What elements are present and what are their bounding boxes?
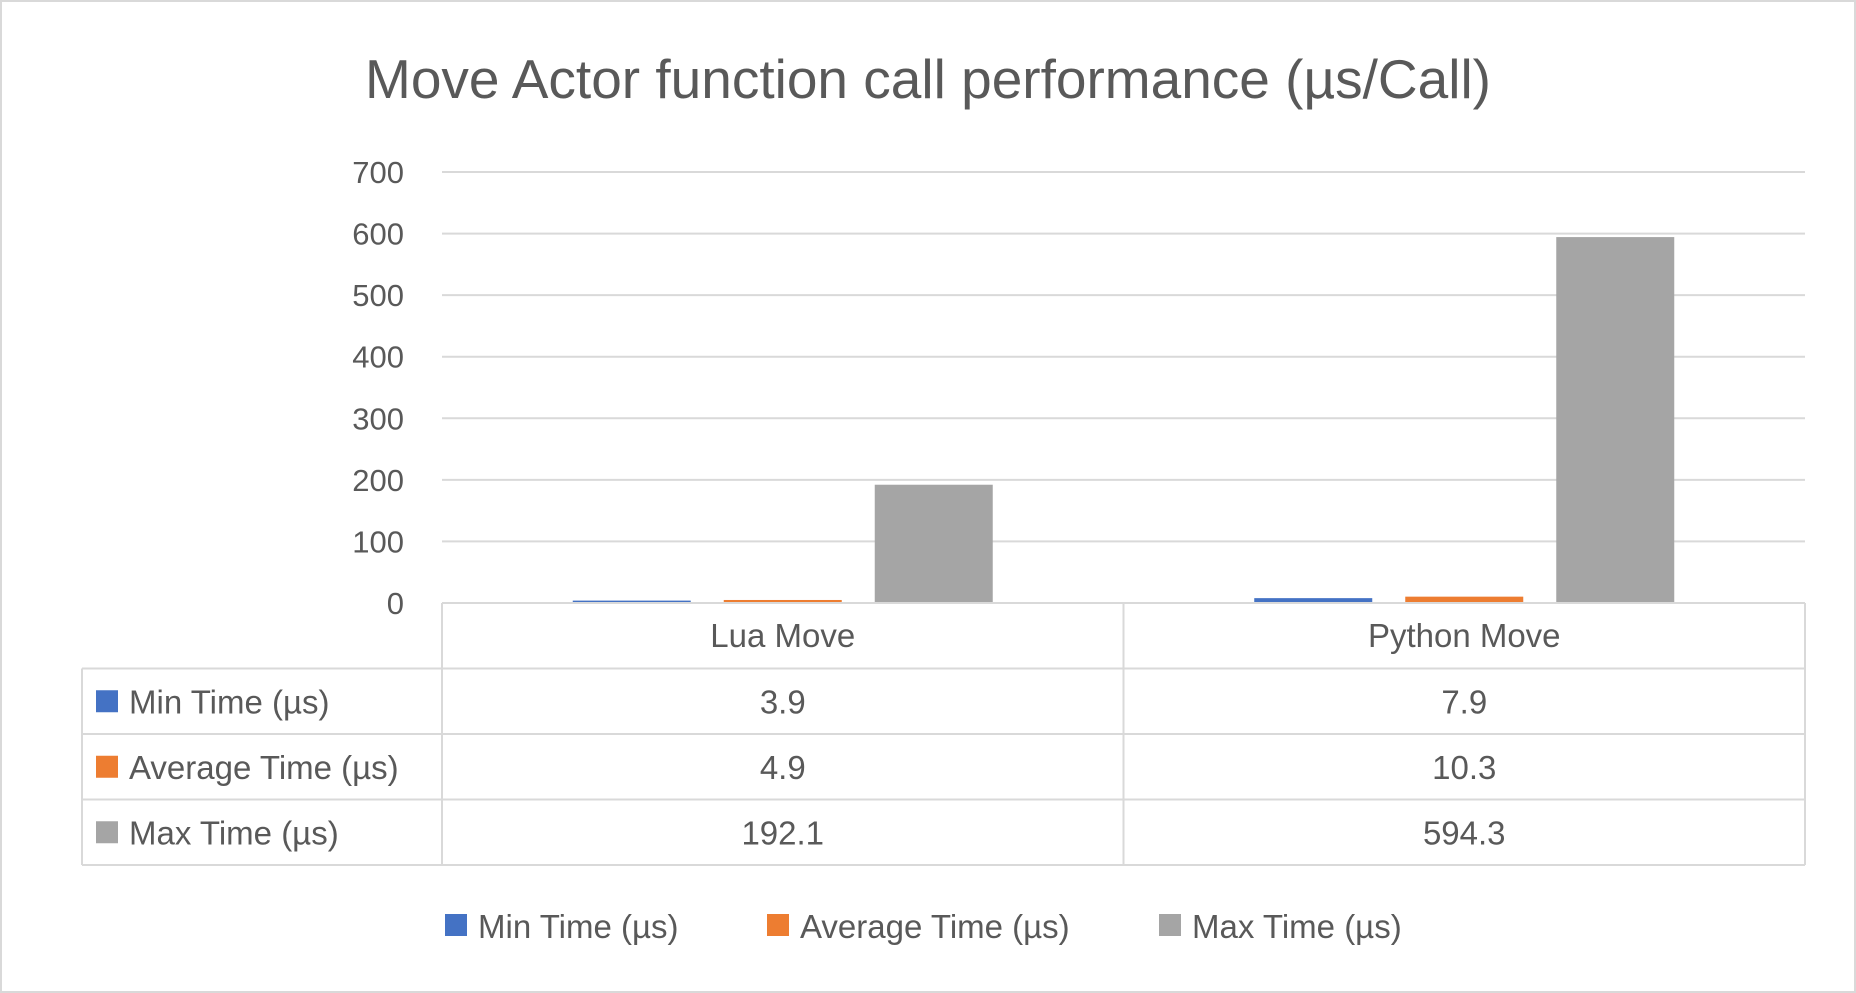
- legend-entry: Max Time (µs): [1192, 908, 1402, 945]
- table-row-label: Max Time (µs): [129, 814, 339, 851]
- y-tick-label: 400: [352, 340, 404, 375]
- gridlines: [442, 171, 1805, 543]
- bar: [1405, 596, 1524, 603]
- x-category-label: Lua Move: [710, 617, 855, 654]
- table-legend-swatch: [96, 755, 118, 778]
- data-label: 594.3: [1423, 814, 1506, 851]
- legend: Min Time (µs) Average Time (µs) Max Time (…: [445, 908, 1402, 945]
- data-label: 3.9: [760, 683, 806, 720]
- legend-entry: Average Time (µs): [800, 908, 1070, 945]
- y-tick-label: 100: [352, 524, 404, 559]
- bars: [572, 237, 1675, 603]
- y-tick-label: 0: [387, 586, 404, 621]
- x-category-label: Python Move: [1368, 617, 1561, 654]
- y-axis-tick-labels: 0 100 200 300 400 500 600 700: [352, 155, 404, 621]
- table-row-label: Min Time (µs): [129, 683, 330, 720]
- data-label: 7.9: [1441, 683, 1487, 720]
- legend-swatch: [767, 914, 789, 936]
- legend-swatch: [445, 914, 467, 936]
- table-legend-swatch: [96, 690, 118, 713]
- y-tick-label: 500: [352, 278, 404, 313]
- bar: [723, 599, 842, 603]
- data-label: 10.3: [1432, 749, 1496, 786]
- table-legend-swatch: [96, 821, 118, 844]
- y-tick-label: 200: [352, 463, 404, 498]
- y-tick-label: 300: [352, 401, 404, 436]
- data-label: 4.9: [760, 749, 806, 786]
- legend-entry: Min Time (µs): [478, 908, 679, 945]
- chart-title: Move Actor function call performance (µs…: [365, 48, 1491, 110]
- data-table: Lua Move Python Move Min Time (µs) 3.9 7.9 Av…: [81, 602, 1806, 866]
- bar: [1254, 598, 1373, 603]
- bar: [874, 484, 993, 603]
- bar: [572, 600, 691, 603]
- y-tick-label: 600: [352, 217, 404, 252]
- bar: [1556, 237, 1675, 603]
- legend-swatch: [1159, 914, 1181, 936]
- table-row-label: Average Time (µs): [129, 749, 399, 786]
- data-label: 192.1: [741, 814, 824, 851]
- y-tick-label: 700: [352, 155, 404, 190]
